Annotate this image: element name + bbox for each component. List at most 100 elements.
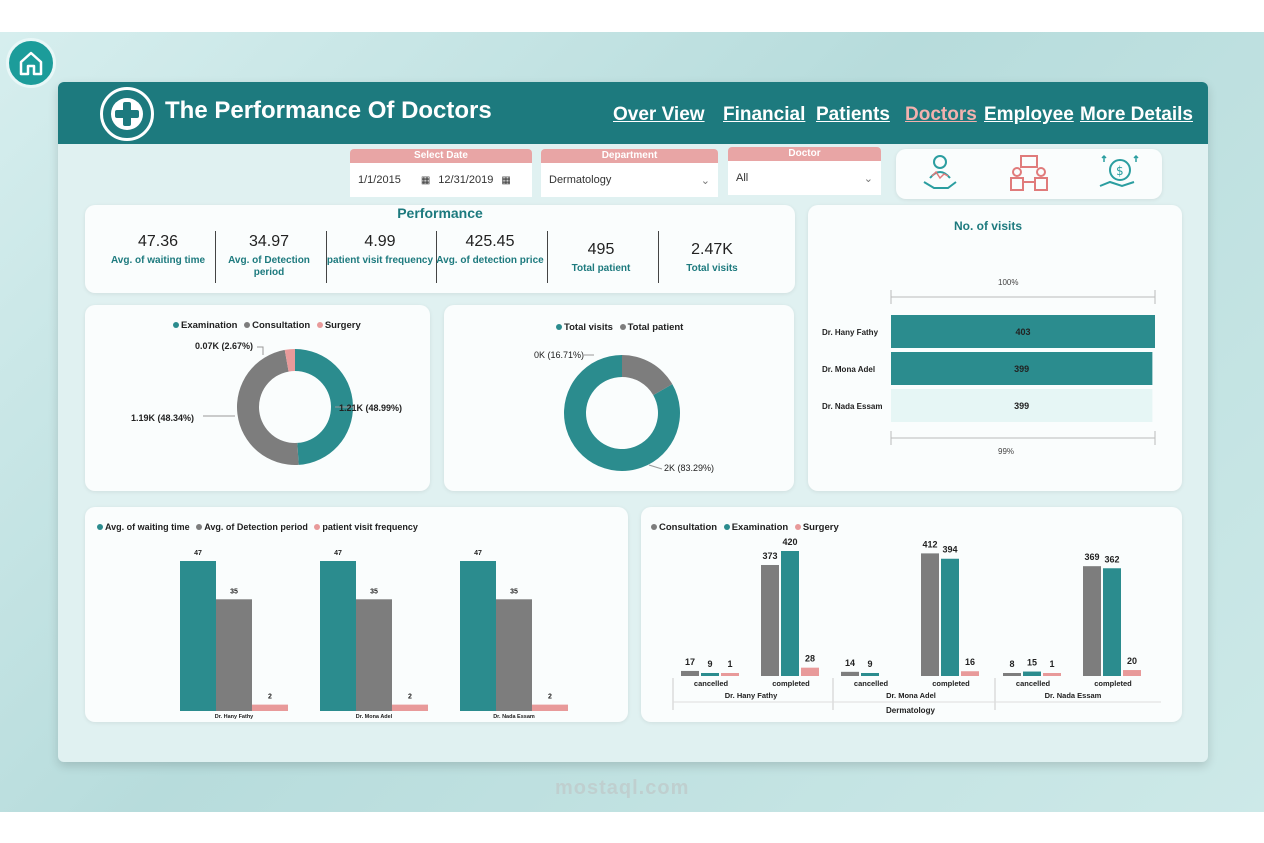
department-axis-label: Dermatology bbox=[886, 706, 935, 715]
kpi-waiting-time: 47.36 Avg. of waiting time bbox=[103, 233, 213, 287]
nav-more-details[interactable]: More Details bbox=[1080, 104, 1193, 125]
status-axis-label: cancelled bbox=[854, 679, 889, 688]
slice-total-visits bbox=[564, 355, 680, 471]
nav-employee[interactable]: Employee bbox=[984, 104, 1074, 125]
kpi-detection-period: 34.97 Avg. of Detection period bbox=[214, 233, 324, 287]
legend-label: Avg. of Detection period bbox=[204, 522, 308, 532]
divider bbox=[658, 231, 659, 283]
legend-dot bbox=[619, 324, 626, 330]
kpi-value: 34.97 bbox=[248, 233, 290, 250]
bar-value-label: 2 bbox=[268, 694, 272, 701]
date-to[interactable]: 12/31/2019 bbox=[438, 174, 494, 186]
legend-label: Examination bbox=[731, 522, 789, 533]
doctor-label: Dr. Hany Fathy bbox=[822, 328, 879, 337]
dashboard-stage: The Performance Of Doctors Over View Fin… bbox=[0, 32, 1264, 812]
status-axis-label: cancelled bbox=[1016, 679, 1051, 688]
consultation-icon[interactable] bbox=[1007, 152, 1051, 196]
date-from[interactable]: 1/1/2015 bbox=[358, 174, 401, 186]
home-icon bbox=[19, 51, 43, 76]
nav-patients[interactable]: Patients bbox=[816, 104, 890, 125]
kpi-value: 425.45 bbox=[465, 233, 515, 250]
doctor-label: Dr. Mona Adel bbox=[822, 365, 875, 374]
status-bar bbox=[1083, 566, 1101, 676]
status-bar bbox=[961, 671, 979, 676]
kpi-value: 4.99 bbox=[364, 233, 396, 250]
status-bar bbox=[941, 558, 959, 676]
metric-bar bbox=[392, 704, 428, 711]
status-axis-label: completed bbox=[1094, 679, 1132, 688]
bar-value-label: 2 bbox=[408, 694, 412, 701]
status-bar bbox=[761, 564, 779, 676]
date-slicer[interactable]: Select Date 1/1/2015 ▦ 12/31/2019 ▦ bbox=[350, 149, 532, 199]
doctor-axis-label: Dr. Nada Essam bbox=[1045, 691, 1102, 700]
status-chart[interactable]: 17 9 1 cancelled 373 420 28 completed Dr. Hany F… bbox=[641, 507, 1182, 722]
bar-value-label: 9 bbox=[867, 659, 872, 669]
visits-patients-donut[interactable] bbox=[444, 305, 794, 491]
bar-value-label: 35 bbox=[510, 588, 518, 595]
doctor-slicer[interactable]: Doctor All ⌄ bbox=[728, 147, 881, 197]
slice-consultation bbox=[237, 349, 299, 465]
bar-value-label: 1 bbox=[1049, 659, 1054, 669]
performance-card: Performance 47.36 Avg. of waiting time 3… bbox=[85, 205, 795, 293]
status-axis-label: cancelled bbox=[694, 679, 729, 688]
department-value: Dermatology bbox=[549, 174, 612, 186]
kpi-detection-price: 425.45 Avg. of detection price bbox=[435, 233, 545, 287]
status-bar bbox=[781, 551, 799, 676]
bar-value-label: 9 bbox=[707, 659, 712, 669]
bar-value-label: 20 bbox=[1127, 656, 1137, 666]
service-type-donut[interactable] bbox=[85, 305, 430, 491]
doctor-slicer-label: Doctor bbox=[728, 147, 881, 161]
nav-doctors[interactable]: Doctors bbox=[905, 104, 977, 125]
doctor-care-icon[interactable] bbox=[918, 152, 962, 196]
legend-dot bbox=[723, 524, 730, 530]
slice-total-patient bbox=[622, 355, 673, 396]
svg-text:$: $ bbox=[1116, 164, 1124, 178]
nav-financial[interactable]: Financial bbox=[723, 104, 806, 125]
home-button[interactable] bbox=[6, 38, 56, 88]
slice-label-consultation: 1.19K (48.34%) bbox=[131, 413, 195, 423]
status-by-doctor-card: Consultation Examination Surgery 17 9 1 can… bbox=[641, 507, 1182, 722]
visits-bar-chart[interactable]: Dr. Hany Fathy 403 Dr. Mona Adel 399 Dr. Nad… bbox=[808, 205, 1182, 491]
bar-value-label: 403 bbox=[1015, 327, 1030, 337]
status-axis-label: completed bbox=[772, 679, 810, 688]
donut2-legend: Total visits Total patient bbox=[556, 322, 683, 333]
calendar-icon[interactable]: ▦ bbox=[420, 174, 431, 186]
legend-dot bbox=[316, 322, 323, 328]
bar-value-label: 362 bbox=[1104, 554, 1119, 564]
kpi-label: patient visit frequency bbox=[326, 255, 434, 266]
bar-value-label: 14 bbox=[845, 658, 855, 668]
visits-chart-title: No. of visits bbox=[953, 219, 1022, 233]
visits-bar bbox=[891, 315, 1155, 348]
chevron-down-icon[interactable]: ⌄ bbox=[700, 174, 710, 187]
watermark: mostaql.com bbox=[555, 777, 690, 799]
status-bar bbox=[1003, 673, 1021, 676]
department-slicer[interactable]: Department Dermatology ⌄ bbox=[541, 149, 718, 199]
doctor-metrics-chart[interactable]: 47 35 2 Dr. Hany Fathy 47 35 2 Dr. Mona Adel 47 3… bbox=[85, 507, 628, 722]
header-bar: The Performance Of Doctors Over View Fin… bbox=[58, 82, 1208, 144]
kpi-label: Total patient bbox=[571, 263, 631, 274]
metric-bar bbox=[180, 561, 216, 711]
metric-bar bbox=[320, 561, 356, 711]
doctor-axis-label: Dr. Hany Fathy bbox=[215, 714, 254, 720]
metric-bar bbox=[356, 599, 392, 711]
chevron-down-icon[interactable]: ⌄ bbox=[863, 172, 873, 185]
report-frame: The Performance Of Doctors Over View Fin… bbox=[58, 82, 1208, 762]
slice-examination bbox=[295, 349, 353, 465]
slice-label-patients: 0K (16.71%) bbox=[534, 350, 585, 360]
slice-label-examination: 1.21K (48.99%) bbox=[339, 403, 403, 413]
legend-label: Avg. of waiting time bbox=[105, 522, 190, 532]
kpi-label: Avg. of waiting time bbox=[110, 255, 206, 266]
nav-overview[interactable]: Over View bbox=[613, 104, 705, 125]
calendar-icon[interactable]: ▦ bbox=[501, 174, 511, 186]
bar-value-label: 412 bbox=[922, 539, 937, 549]
medical-cross-icon bbox=[100, 87, 154, 141]
doctor-metrics-card: Avg. of waiting time Avg. of Detection p… bbox=[85, 507, 628, 722]
donut1-legend: Examination Consultation Surgery bbox=[173, 320, 361, 331]
kpi-label: Total visits bbox=[686, 263, 738, 274]
legend-dot bbox=[196, 524, 203, 530]
bar-value-label: 16 bbox=[965, 657, 975, 667]
legend-dot bbox=[314, 524, 321, 530]
bottom-percent-label: 99% bbox=[998, 447, 1015, 456]
department-slicer-label: Department bbox=[541, 149, 718, 163]
money-hand-icon[interactable]: $ bbox=[1096, 152, 1140, 196]
